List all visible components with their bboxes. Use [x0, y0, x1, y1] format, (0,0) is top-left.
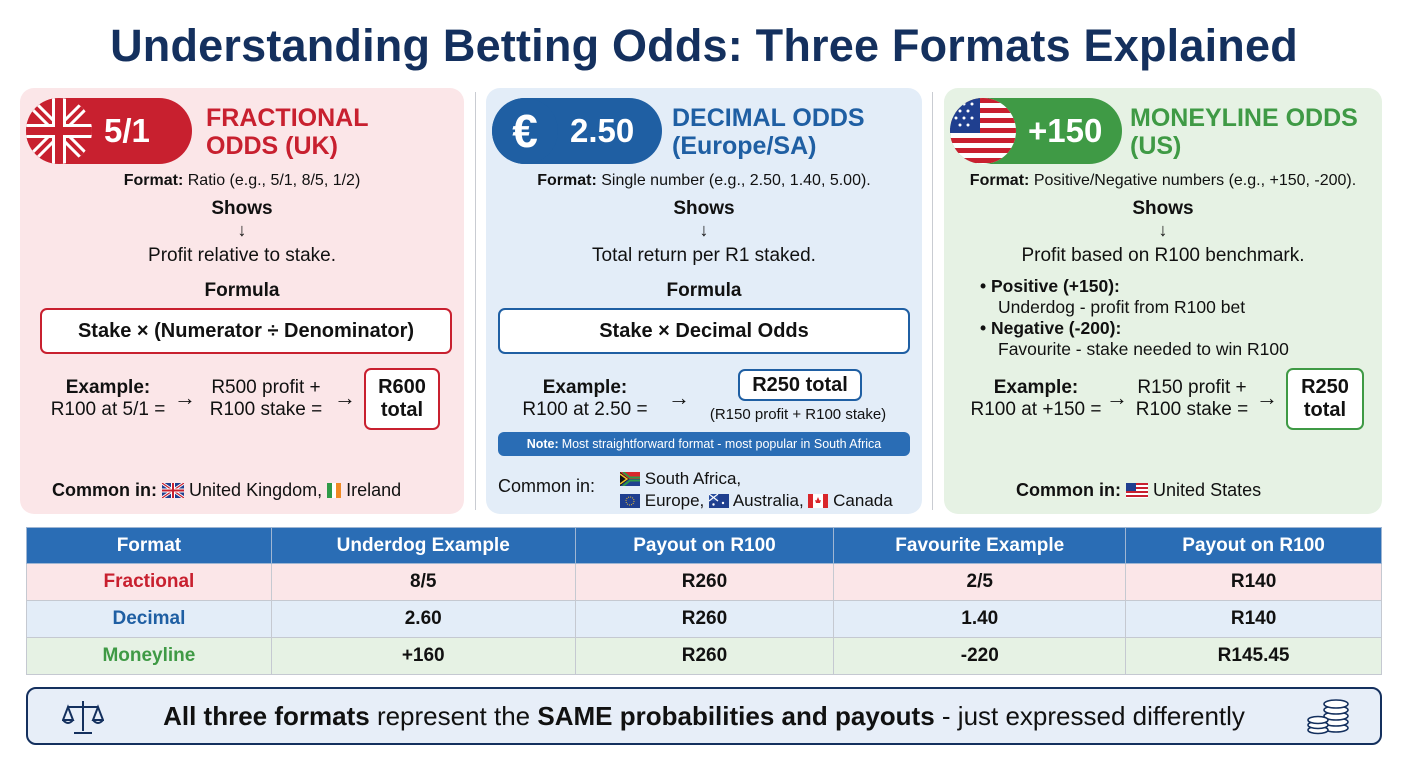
- table-cell: R140: [1125, 600, 1382, 638]
- fractional-example: Example: R100 at 5/1 =: [50, 377, 166, 420]
- table-cell: 8/5: [270, 563, 576, 601]
- table-cell: Moneyline: [26, 637, 272, 675]
- table-cell: 2.60: [270, 600, 576, 638]
- decimal-shows-desc: Total return per R1 staked.: [592, 245, 816, 266]
- uk-flag-icon: [162, 483, 185, 498]
- decimal-badge-value: 2.50: [570, 112, 635, 149]
- decimal-total-note: (R150 profit + R100 stake): [709, 406, 887, 423]
- decimal-common-in: South Africa, Europe, Australia, Canada: [620, 468, 893, 512]
- comparison-table: Format Underdog Example Payout on R100 F…: [26, 527, 1382, 675]
- fractional-panel: 5/1 FRACTIONAL ODDS (UK) Format: Ratio (…: [20, 88, 464, 514]
- fractional-shows-label: Shows: [211, 198, 273, 219]
- decimal-shows-label: Shows: [673, 198, 735, 219]
- ireland-flag-icon: [327, 483, 342, 498]
- table-cell: 2/5: [833, 563, 1127, 601]
- table-cell: R140: [1125, 563, 1382, 601]
- us-flag-icon: [1126, 483, 1149, 498]
- moneyline-common-in: Common in: United States: [1016, 480, 1262, 500]
- australia-flag-icon: [709, 494, 730, 508]
- decimal-format: Format: Single number (e.g., 2.50, 1.40,…: [537, 172, 871, 189]
- banner-text: All three formats represent the SAME pro…: [163, 700, 1245, 731]
- decimal-panel: € 2.50 DECIMAL ODDS (Europe/SA) Format: …: [486, 88, 922, 514]
- decimal-badge: € 2.50: [492, 98, 662, 164]
- table-row: Decimal 2.60 R260 1.40 R140: [26, 600, 1382, 638]
- table-cell: R260: [574, 563, 835, 601]
- table-header: Payout on R100: [574, 527, 835, 564]
- arrow-down-icon: ↓: [699, 220, 709, 240]
- arrow-down-icon: ↓: [1158, 220, 1168, 240]
- summary-banner: All three formats represent the SAME pro…: [26, 687, 1382, 745]
- moneyline-panel: +150 MONEYLINE ODDS (US) Format: Positiv…: [944, 88, 1382, 514]
- moneyline-total: R250 total: [1286, 368, 1364, 430]
- fractional-formula-label: Formula: [204, 280, 280, 301]
- table-row: Fractional 8/5 R260 2/5 R140: [26, 563, 1382, 601]
- moneyline-example-calc: R150 profit + R100 stake =: [1135, 377, 1249, 420]
- fractional-badge-value: 5/1: [104, 112, 150, 149]
- moneyline-badge-value: +150: [1028, 112, 1103, 149]
- moneyline-shows-label: Shows: [1132, 198, 1194, 219]
- table-cell: +160: [270, 637, 576, 675]
- fractional-badge: 5/1: [26, 98, 192, 164]
- moneyline-example: Example: R100 at +150 =: [970, 377, 1102, 420]
- south-africa-flag-icon: [620, 472, 640, 486]
- scales-icon: [62, 701, 104, 734]
- moneyline-badge: +150: [950, 98, 1122, 164]
- table-cell: R145.45: [1125, 637, 1382, 675]
- arrow-right-icon: →: [174, 385, 196, 410]
- moneyline-format: Format: Positive/Negative numbers (e.g.,…: [969, 172, 1357, 189]
- table-cell: Fractional: [26, 563, 272, 601]
- eu-flag-icon: [620, 494, 640, 508]
- decimal-example: Example: R100 at 2.50 =: [522, 377, 648, 420]
- table-cell: R260: [574, 637, 835, 675]
- table-cell: R260: [574, 600, 835, 638]
- decimal-formula: Stake × Decimal Odds: [498, 308, 910, 354]
- uk-flag-icon: [26, 98, 92, 164]
- decimal-formula-label: Formula: [666, 280, 742, 301]
- arrow-down-icon: ↓: [237, 220, 247, 240]
- euro-icon: €: [492, 98, 558, 164]
- moneyline-shows-desc: Profit based on R100 benchmark.: [1021, 245, 1305, 266]
- table-header: Underdog Example: [270, 527, 576, 564]
- moneyline-bullets: • Positive (+150): Underdog - profit fro…: [980, 276, 1289, 359]
- divider: [932, 92, 933, 510]
- page-title: Understanding Betting Odds: Three Format…: [110, 20, 1298, 71]
- fractional-total: R600 total: [364, 368, 440, 430]
- table-cell: Decimal: [26, 600, 272, 638]
- arrow-right-icon: →: [1106, 385, 1128, 410]
- decimal-title: DECIMAL ODDS (Europe/SA): [672, 104, 865, 160]
- arrow-right-icon: →: [334, 385, 356, 410]
- canada-flag-icon: [808, 494, 829, 508]
- fractional-shows-desc: Profit relative to stake.: [148, 245, 336, 266]
- decimal-total: R250 total: [738, 369, 862, 401]
- moneyline-title: MONEYLINE ODDS (US): [1130, 104, 1358, 160]
- arrow-right-icon: →: [1256, 385, 1278, 410]
- fractional-example-calc: R500 profit + R100 stake =: [209, 377, 323, 420]
- coins-icon: [1307, 699, 1349, 735]
- us-flag-icon: [950, 98, 1016, 164]
- decimal-note: Note: Most straightforward format - most …: [498, 432, 910, 456]
- divider: [475, 92, 476, 510]
- fractional-common-in: Common in: United Kingdom, Ireland: [52, 480, 402, 500]
- table-cell: 1.40: [833, 600, 1127, 638]
- table-row: Moneyline +160 R260 -220 R145.45: [26, 637, 1382, 675]
- decimal-common-label: Common in:: [498, 476, 596, 496]
- table-header: Payout on R100: [1125, 527, 1382, 564]
- table-header: Favourite Example: [833, 527, 1127, 564]
- fractional-format: Format: Ratio (e.g., 5/1, 8/5, 1/2): [123, 172, 361, 189]
- fractional-title: FRACTIONAL ODDS (UK): [206, 104, 369, 160]
- table-header: Format: [26, 527, 272, 564]
- table-cell: -220: [833, 637, 1127, 675]
- arrow-right-icon: →: [668, 385, 690, 410]
- fractional-formula: Stake × (Numerator ÷ Denominator): [40, 308, 452, 354]
- table-header-row: Format Underdog Example Payout on R100 F…: [26, 527, 1382, 564]
